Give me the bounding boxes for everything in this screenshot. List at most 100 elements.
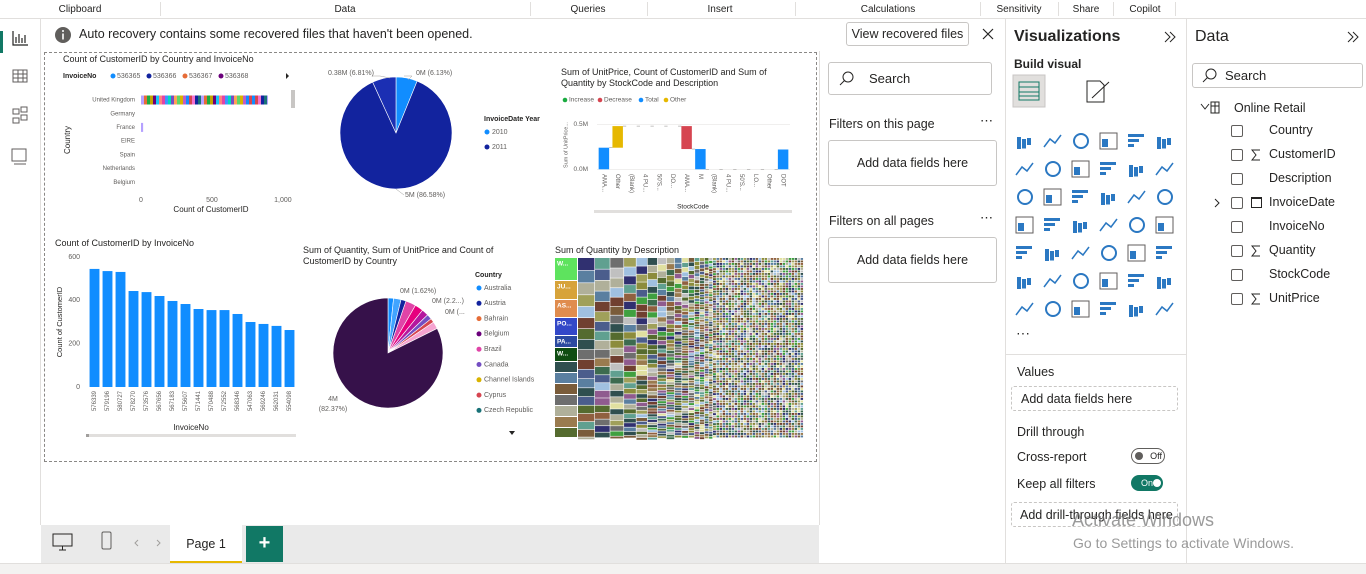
toggle-state: Off [1150,451,1162,461]
data-label: 0.38M (6.81%) [328,70,374,77]
search-icon [1202,68,1217,83]
page-tab[interactable]: Page 1 [170,525,242,564]
data-label: 5M (86.58%) [405,192,446,199]
cross-report-toggle[interactable]: Off [1131,448,1165,464]
section-heading: Drill through [1017,425,1085,439]
page-tab-bar: Page 1 + [41,525,819,564]
mobile-layout[interactable] [101,531,112,550]
toggle-knob [1153,479,1161,487]
data-label: 0M (6.13%) [416,70,453,77]
field-name[interactable]: StockCode [1269,267,1331,281]
pane-title: Visualizations [1014,28,1121,45]
chart-title: Count of CustomerID by Country and Invoi… [63,54,254,64]
format-visual-tab[interactable] [1086,80,1110,103]
chart-title: Sum of Quantity by Description [555,245,680,255]
option-label: Cross-report [1017,450,1087,464]
field-checkbox[interactable] [1231,125,1243,137]
field-name[interactable]: Quantity [1269,243,1316,257]
field-checkbox[interactable] [1231,197,1243,209]
data-pane: Data Search Online Retail Country Custome… [1186,19,1366,563]
watermark-title: Activate Windows [1072,510,1215,530]
dax-view[interactable] [11,148,27,165]
filter-search[interactable]: Search [828,62,992,95]
ribbon-group-label: Sensitivity [996,4,1042,15]
data-label: 4M (82.37%) [318,396,348,413]
ribbon-group-label: Share [1072,4,1100,15]
filters-pane: Search Filters on this page ⋯ Add data f… [819,51,1005,525]
more-options[interactable]: ⋯ [980,210,993,225]
visualizations-pane: Visualizations Build visual Values Add d… [1005,19,1186,563]
nav-icons [0,31,28,165]
view-recovered-button[interactable]: View recovered files [846,22,969,46]
ribbon-group-label: Copilot [1129,4,1161,15]
ribbon-group-label: Data [334,4,356,15]
search-placeholder: Search [1225,68,1267,83]
section-heading: Filters on this page [829,117,935,131]
ribbon-separator [1113,2,1114,16]
ribbon-separator [647,2,648,16]
filter-drop-zone[interactable]: Add data fields here [828,237,997,283]
prev-page[interactable] [134,539,139,547]
field-checkbox[interactable] [1231,293,1243,305]
chart-title: Count of CustomerID by InvoiceNo [55,238,195,248]
filter-drop-zone[interactable]: Add data fields here [828,140,997,186]
drill-drop-zone[interactable]: Add drill-through fields here [1011,502,1178,527]
chart-title: Sum of Quantity, Sum of UnitPrice and Co… [303,245,494,266]
collapse-pane[interactable] [1346,31,1360,43]
ribbon-group-label: Queries [570,4,606,15]
sigma [1250,149,1260,161]
report-view[interactable] [12,31,28,46]
field-checkbox[interactable] [1231,269,1243,281]
field-name[interactable]: Description [1269,171,1332,185]
left-nav [0,19,41,525]
field-sigma-icon [1250,292,1261,310]
field-name[interactable]: Country [1269,123,1313,137]
field-date-icon [1213,196,1243,214]
table-icon [1018,81,1040,101]
sigma [1250,293,1260,305]
view-icons [52,531,161,551]
field-checkbox[interactable] [1231,149,1243,161]
search-icon [839,71,854,86]
ribbon-separator [795,2,796,16]
field-name[interactable]: UnitPrice [1269,291,1320,305]
ribbon-separator [160,2,161,16]
add-page-button[interactable]: + [246,526,283,562]
keep-filters-toggle[interactable]: On [1131,475,1163,491]
next-page[interactable] [156,539,161,547]
chart-title: Sum of UnitPrice, Count of CustomerID an… [561,67,767,88]
field-checkbox[interactable] [1231,221,1243,233]
active-indicator [0,31,3,53]
field-checkbox[interactable] [1231,245,1243,257]
field-name[interactable]: InvoiceDate [1269,195,1336,209]
collapse-pane[interactable] [1163,31,1177,43]
data-search[interactable]: Search [1192,63,1363,88]
field-checkbox[interactable] [1231,173,1243,185]
field-name[interactable]: CustomerID [1269,147,1336,161]
table-view[interactable] [12,69,28,83]
ribbon-separator [530,2,531,16]
more-options[interactable]: ⋯ [980,113,993,128]
ribbon-separator [980,2,981,16]
watermark-body: Go to Settings to activate Windows. [1073,535,1294,551]
notification-message: Auto recovery contains some recovered fi… [79,27,473,41]
data-label: 0M (2.2...) [432,298,464,305]
sigma [1250,245,1260,257]
section-heading: Filters on all pages [829,214,934,228]
field-sigma-icon [1250,244,1261,262]
ribbon-group-label: Insert [707,4,733,15]
toggle-knob [1135,452,1143,460]
close-button[interactable] [982,28,994,40]
desktop-layout[interactable] [52,533,73,551]
ribbon-group-label: Calculations [860,4,916,15]
date-icon [1214,198,1220,208]
table-node-icon[interactable] [1200,101,1220,115]
table-name[interactable]: Online Retail [1234,101,1306,115]
toggle-state: On [1141,478,1154,488]
data-label: 0M (1.62%) [400,288,437,295]
field-name[interactable]: InvoiceNo [1269,219,1325,233]
ribbon: Clipboard Data Queries Insert Calculations Se… [0,0,1366,19]
values-drop-zone[interactable]: Add data fields here [1011,386,1178,411]
model-view[interactable] [12,106,28,124]
build-visual-tab[interactable] [1012,74,1046,108]
